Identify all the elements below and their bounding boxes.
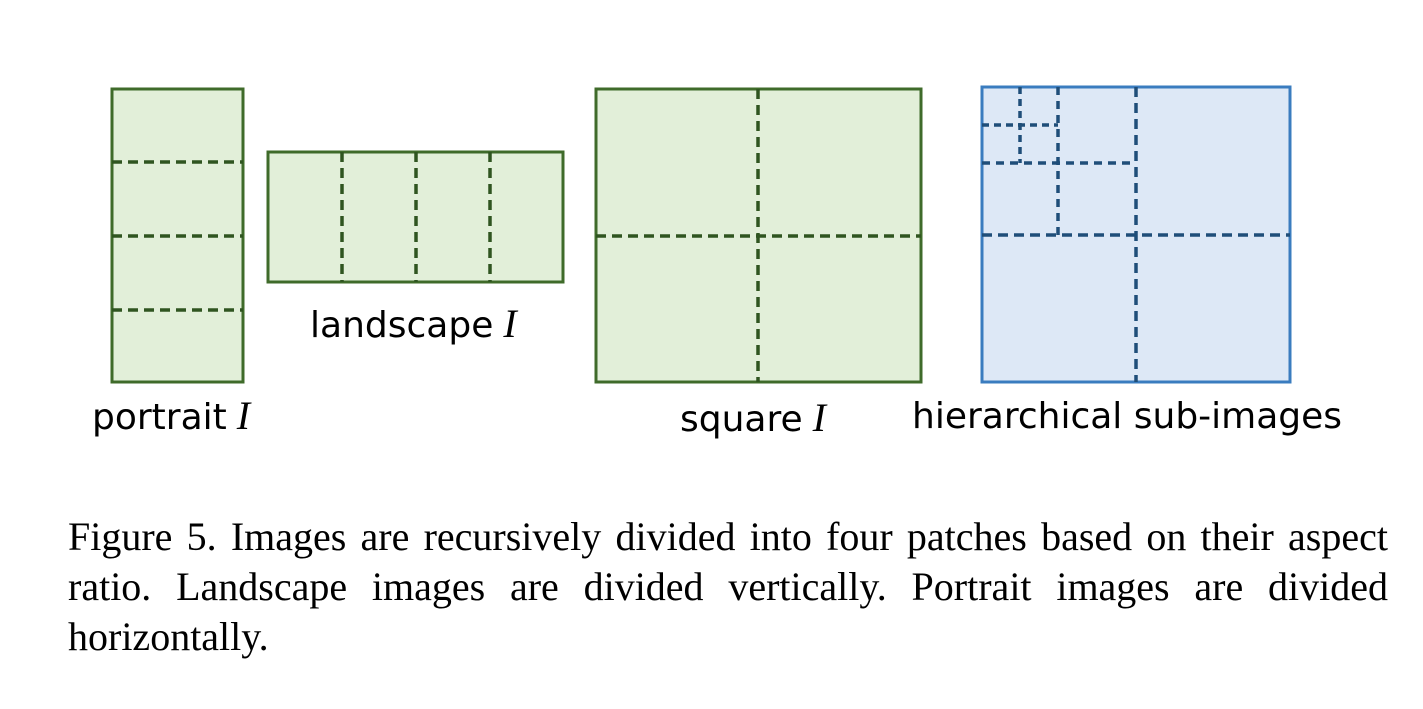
landscape-image-variable: I bbox=[503, 301, 517, 346]
patch-division-figure bbox=[110, 85, 1292, 384]
square-image-variable: I bbox=[812, 395, 826, 440]
square-image-diagram bbox=[594, 87, 923, 384]
square-label: square I bbox=[680, 394, 826, 441]
square-label-text: square bbox=[680, 399, 803, 440]
landscape-image-diagram bbox=[266, 150, 565, 284]
landscape-label: landscape I bbox=[310, 300, 517, 347]
portrait-image-diagram bbox=[110, 87, 245, 384]
portrait-label: portrait I bbox=[92, 392, 250, 439]
hierarchical-label-text: hierarchical sub-images bbox=[912, 396, 1343, 437]
portrait-label-text: portrait bbox=[92, 397, 227, 438]
landscape-label-text: landscape bbox=[310, 305, 494, 346]
hierarchical-subimages-diagram bbox=[980, 85, 1292, 384]
portrait-image-variable: I bbox=[236, 393, 251, 438]
hierarchical-label: hierarchical sub-images bbox=[912, 396, 1342, 437]
figure-caption: Figure 5. Images are recursively divided… bbox=[68, 514, 1388, 659]
